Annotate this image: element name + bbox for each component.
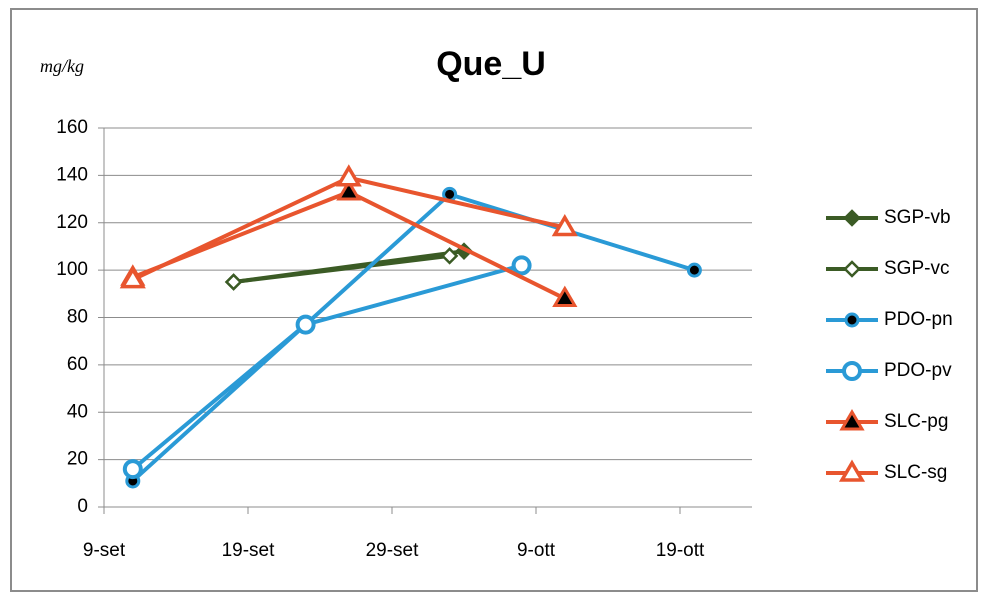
marker [843, 260, 861, 278]
marker [336, 178, 362, 201]
legend-label: PDO-pv [884, 360, 952, 381]
y-axis-label: mg/kg [40, 56, 84, 76]
marker [335, 164, 362, 187]
legend-label: SLC-sg [884, 462, 947, 483]
y-tick-label: 20 [67, 449, 88, 470]
marker [552, 285, 578, 308]
marker [839, 409, 865, 431]
legend-label: SGP-vb [884, 207, 951, 228]
chart-frame [10, 8, 978, 592]
legend-label: PDO-pn [884, 309, 953, 330]
legend-label: SGP-vc [884, 258, 949, 279]
x-tick-label: 29-set [366, 540, 420, 561]
marker [224, 273, 243, 291]
y-tick-label: 60 [67, 354, 88, 375]
marker [686, 262, 702, 278]
legend-label: SLC-pg [884, 411, 948, 432]
marker [843, 209, 861, 227]
y-tick-label: 0 [77, 496, 88, 517]
marker [122, 459, 143, 480]
marker [838, 459, 866, 482]
x-tick-label: 19-ott [656, 540, 705, 561]
marker [295, 314, 316, 335]
y-tick-label: 80 [67, 307, 88, 328]
y-tick-label: 100 [56, 259, 88, 280]
y-tick-label: 40 [67, 401, 88, 422]
marker [844, 312, 860, 328]
y-tick-label: 120 [56, 212, 88, 233]
series-line [233, 253, 450, 284]
marker [440, 247, 459, 265]
y-tick-label: 160 [56, 117, 88, 138]
y-tick-label: 140 [56, 164, 88, 185]
marker [511, 255, 532, 276]
marker [842, 361, 862, 381]
marker [551, 214, 578, 237]
x-tick-label: 9-set [83, 540, 126, 561]
x-tick-label: 9-ott [517, 540, 556, 561]
marker [119, 266, 146, 289]
x-tick-label: 19-set [222, 540, 276, 561]
chart-title: Que_U [436, 45, 546, 83]
